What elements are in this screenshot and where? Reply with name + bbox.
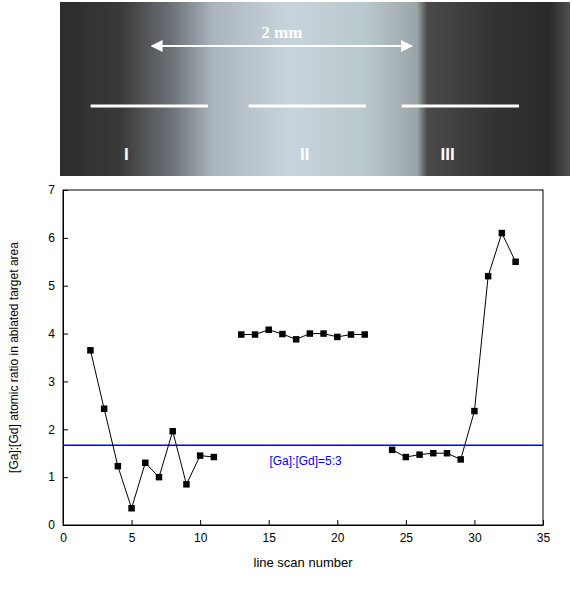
data-point bbox=[457, 456, 463, 462]
data-point bbox=[499, 230, 505, 236]
y-tick: 1 bbox=[48, 470, 68, 484]
x-tick-label: 35 bbox=[537, 531, 551, 545]
x-tick-label: 10 bbox=[194, 531, 208, 545]
x-tick: 25 bbox=[400, 520, 414, 545]
data-point bbox=[512, 259, 518, 265]
y-tick-label: 4 bbox=[48, 327, 55, 341]
x-tick-mark bbox=[269, 520, 270, 525]
data-point bbox=[197, 452, 203, 458]
x-axis: 0 5 10 15 20 25 30 35 bbox=[60, 520, 550, 545]
reference-label: [Ga]:[Gd]=5:3 bbox=[269, 454, 342, 468]
x-tick-mark bbox=[543, 520, 544, 525]
x-tick-label: 15 bbox=[263, 531, 277, 545]
y-axis: 0 1 2 3 4 5 6 7 bbox=[48, 183, 68, 532]
data-point bbox=[252, 331, 258, 337]
plot-frame bbox=[63, 190, 543, 525]
x-tick-mark bbox=[132, 520, 133, 525]
y-tick-label: 1 bbox=[48, 470, 55, 484]
y-tick: 2 bbox=[48, 423, 68, 437]
scale-label: 2 mm bbox=[261, 23, 302, 42]
data-point bbox=[183, 481, 189, 487]
data-point bbox=[444, 450, 450, 456]
x-tick-label: 25 bbox=[400, 531, 414, 545]
data-point bbox=[128, 505, 134, 511]
data-point bbox=[115, 463, 121, 469]
data-point bbox=[430, 450, 436, 456]
x-tick: 10 bbox=[194, 520, 208, 545]
y-tick: 5 bbox=[48, 279, 68, 293]
y-tick-mark bbox=[63, 190, 68, 191]
plot-marks bbox=[63, 230, 543, 512]
x-tick-label: 30 bbox=[468, 531, 482, 545]
y-tick: 3 bbox=[48, 375, 68, 389]
y-tick-mark bbox=[63, 286, 68, 287]
data-point bbox=[279, 331, 285, 337]
y-tick: 6 bbox=[48, 231, 68, 245]
x-tick: 35 bbox=[537, 520, 551, 545]
y-tick-label: 0 bbox=[48, 518, 55, 532]
data-point bbox=[142, 460, 148, 466]
x-tick: 30 bbox=[468, 520, 482, 545]
y-tick-label: 5 bbox=[48, 279, 55, 293]
y-tick-mark bbox=[63, 429, 68, 430]
y-tick-label: 7 bbox=[48, 183, 55, 197]
data-point bbox=[307, 330, 313, 336]
data-point bbox=[361, 331, 367, 337]
photo-background bbox=[60, 2, 570, 176]
y-axis-title: [Ga]:[Gd] atomic ratio in ablated target… bbox=[7, 242, 21, 473]
data-point bbox=[238, 331, 244, 337]
reference-line bbox=[63, 444, 543, 446]
x-tick-mark bbox=[337, 520, 338, 525]
data-point bbox=[156, 474, 162, 480]
y-tick: 0 bbox=[48, 518, 68, 532]
x-tick: 5 bbox=[129, 520, 136, 545]
photo: 2 mmIIIIII bbox=[60, 2, 570, 176]
data-point bbox=[87, 347, 93, 353]
data-point bbox=[416, 451, 422, 457]
y-tick: 4 bbox=[48, 327, 68, 341]
data-point bbox=[101, 405, 107, 411]
y-tick-mark bbox=[63, 477, 68, 478]
region-label: III bbox=[441, 145, 455, 164]
x-tick: 20 bbox=[331, 520, 345, 545]
x-axis-line bbox=[64, 525, 544, 526]
data-line bbox=[90, 233, 515, 508]
y-tick-label: 2 bbox=[48, 423, 55, 437]
figure: 2 mmIIIIII0510152025303501234567line sca… bbox=[0, 0, 572, 590]
region-label: I bbox=[124, 145, 129, 164]
region-line bbox=[402, 105, 519, 108]
x-tick-mark bbox=[474, 520, 475, 525]
y-axis-line bbox=[63, 191, 64, 526]
x-axis-title: line scan number bbox=[254, 555, 354, 570]
x-tick-mark bbox=[200, 520, 201, 525]
x-tick-label: 5 bbox=[129, 531, 136, 545]
y-tick: 7 bbox=[48, 183, 68, 197]
scale-arrow bbox=[152, 45, 412, 47]
x-tick-mark bbox=[406, 520, 407, 525]
data-point bbox=[403, 454, 409, 460]
data-point bbox=[348, 331, 354, 337]
data-point bbox=[169, 428, 175, 434]
data-point bbox=[293, 336, 299, 342]
data-point bbox=[485, 273, 491, 279]
data-point bbox=[320, 330, 326, 336]
data-point bbox=[334, 334, 340, 340]
x-tick: 15 bbox=[263, 520, 277, 545]
y-tick-label: 3 bbox=[48, 375, 55, 389]
y-tick-mark bbox=[63, 381, 68, 382]
y-tick-label: 6 bbox=[48, 231, 55, 245]
y-tick-mark bbox=[63, 525, 68, 526]
region-line bbox=[91, 105, 208, 108]
x-tick-label: 20 bbox=[331, 531, 345, 545]
y-tick-mark bbox=[63, 238, 68, 239]
region-label: II bbox=[300, 145, 309, 164]
region-line bbox=[249, 105, 366, 108]
x-tick-label: 0 bbox=[60, 531, 67, 545]
data-point bbox=[471, 408, 477, 414]
data-point bbox=[389, 447, 395, 453]
data-point bbox=[265, 327, 271, 333]
data-point bbox=[211, 454, 217, 460]
y-tick-mark bbox=[63, 334, 68, 335]
